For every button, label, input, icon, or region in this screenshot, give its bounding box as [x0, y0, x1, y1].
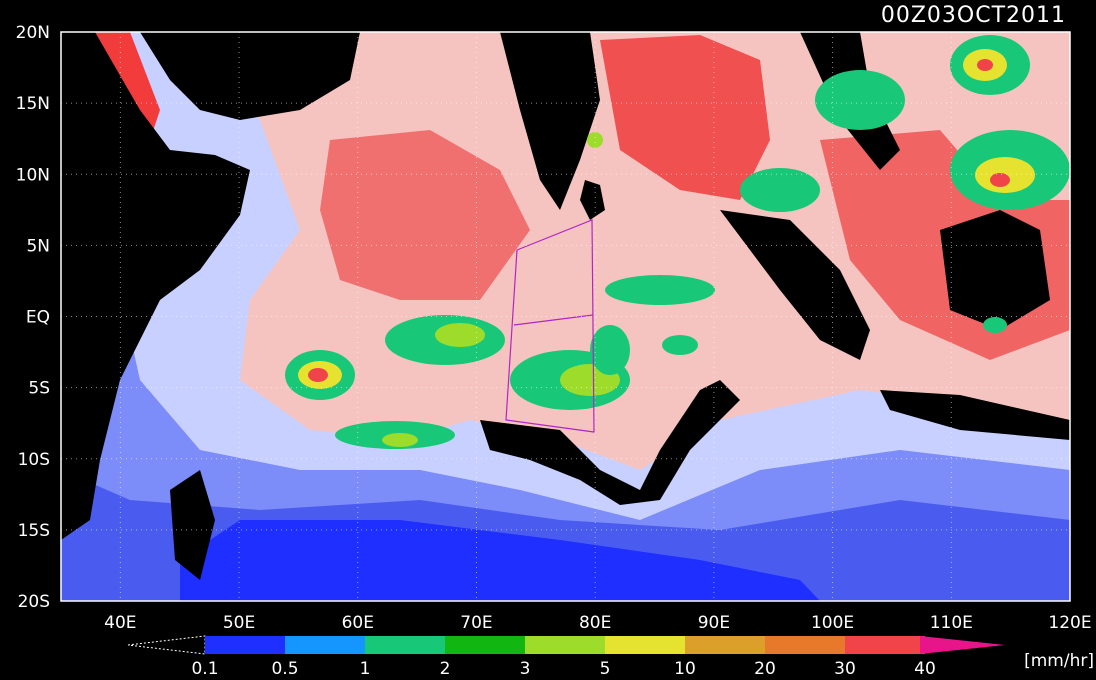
colorbar-swatch [765, 636, 845, 654]
lat-tick-label: 10N [16, 165, 50, 185]
lon-tick-label: 40E [104, 613, 136, 633]
colorbar-swatch [685, 636, 765, 654]
colorbar-level-label: 1 [360, 659, 371, 679]
lon-tick-label: 120E [1048, 613, 1091, 633]
lon-tick-label: 80E [579, 613, 611, 633]
colorbar-level-label: 0.1 [191, 659, 218, 679]
map-title: 00Z03OCT2011 [881, 3, 1066, 28]
lon-tick-label: 110E [930, 613, 973, 633]
colorbar-level-label: 30 [834, 659, 856, 679]
lat-tick-label: 10S [18, 450, 50, 470]
lat-tick-label: 15S [18, 521, 50, 541]
colorbar-level-label: 40 [914, 659, 936, 679]
lon-tick-label: 70E [460, 613, 492, 633]
lat-tick-label: 20S [18, 592, 50, 612]
highlight-region [505, 219, 595, 433]
longitude-labels: 40E 50E 60E 70E 80E 90E 100E 110E 120E [104, 613, 1091, 633]
lat-tick-label: EQ [26, 308, 50, 328]
colorbar-under-arrow [127, 635, 206, 655]
lat-tick-label: 15N [16, 94, 50, 114]
colorbar-swatch [845, 636, 925, 654]
lat-tick-label: 5S [28, 379, 50, 399]
land-borneo [940, 210, 1050, 330]
rain-band-lightblue [61, 32, 1070, 601]
colorbar: 0.1 0.5 1 2 3 5 10 20 30 40 [mm/hr] [127, 635, 1094, 679]
land-sea-band [480, 380, 740, 505]
colorbar-level-label: 20 [754, 659, 776, 679]
colorbar-level-label: 10 [674, 659, 696, 679]
colorbar-unit: [mm/hr] [1024, 651, 1094, 671]
colorbar-swatch [205, 636, 285, 654]
land-arabia [140, 32, 360, 120]
land-africa [61, 32, 250, 540]
rain-cells [285, 35, 1070, 449]
colorbar-level-label: 5 [600, 659, 611, 679]
colorbar-swatch [445, 636, 525, 654]
rain-zone-red-bengal [600, 35, 770, 200]
colorbar-swatch [365, 636, 445, 654]
lon-tick-label: 50E [223, 613, 255, 633]
colorbar-level-label: 3 [520, 659, 531, 679]
lon-tick-label: 90E [698, 613, 730, 633]
colorbar-over-arrow [920, 636, 1005, 654]
map-frame [60, 31, 1071, 602]
colorbar-swatch [285, 636, 365, 654]
latitude-labels: 20N 15N 10N 5N EQ 5S 10S 15S 20S [16, 23, 50, 612]
map-panel [60, 31, 1071, 602]
rain-band-deepblue [180, 520, 820, 601]
land-madagascar [170, 470, 215, 580]
lat-tick-label: 5N [26, 236, 50, 256]
lat-tick-label: 20N [16, 23, 50, 43]
rain-zone-red-arabian [320, 130, 530, 300]
colorbar-level-label: 0.5 [271, 659, 298, 679]
highlight-divider [513, 314, 594, 326]
land-java [880, 390, 1070, 440]
land-srilanka [580, 180, 605, 220]
colorbar-swatch [525, 636, 605, 654]
lon-tick-label: 100E [811, 613, 854, 633]
lon-tick-label: 60E [342, 613, 374, 633]
colorbar-level-label: 2 [440, 659, 451, 679]
colorbar-swatch [605, 636, 685, 654]
land-india [500, 32, 600, 210]
map-grid [61, 32, 1070, 601]
